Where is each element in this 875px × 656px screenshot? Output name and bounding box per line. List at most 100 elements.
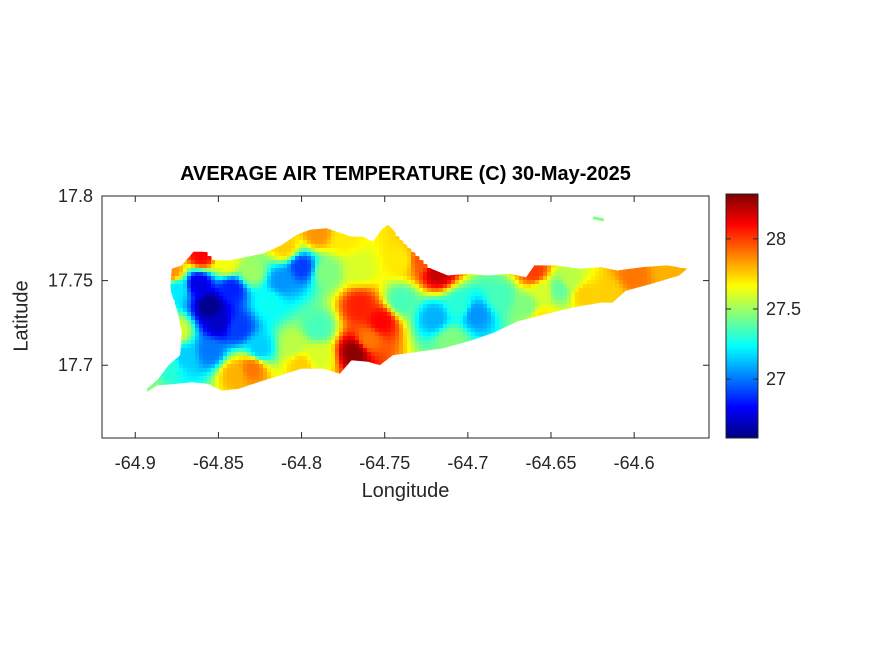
heatmap-cell [615, 272, 620, 277]
heatmap-cell [223, 288, 228, 293]
heatmap-cell [271, 292, 276, 297]
heatmap-cell [327, 292, 332, 297]
heatmap-cell [247, 300, 252, 305]
heatmap-cell [451, 316, 456, 321]
heatmap-cell [339, 256, 344, 261]
colorbar [725, 193, 759, 439]
heatmap-cell [279, 316, 284, 321]
heatmap-cell [195, 264, 200, 269]
heatmap-cell [391, 288, 396, 293]
heatmap-cell [443, 288, 448, 293]
heatmap-cell [247, 276, 252, 281]
heatmap-cell [267, 348, 272, 353]
heatmap-cell [319, 304, 324, 309]
heatmap-cell [547, 284, 552, 289]
heatmap-cell [291, 312, 296, 317]
heatmap-cell [379, 312, 384, 317]
heatmap-cell [387, 352, 392, 357]
heatmap-cell [239, 264, 244, 269]
heatmap-cell [195, 336, 200, 341]
heatmap-cell [415, 308, 420, 313]
heatmap-cell [383, 232, 388, 237]
heatmap-cell [307, 268, 312, 273]
heatmap-cell [355, 296, 360, 301]
heatmap-cell [371, 360, 376, 365]
heatmap-cell [539, 272, 544, 277]
heatmap-cell [403, 288, 408, 293]
heatmap-cell [307, 332, 312, 337]
heatmap-cell [599, 272, 604, 277]
heatmap-cell [271, 344, 276, 349]
heatmap-cell [311, 236, 316, 241]
heatmap-cell [239, 368, 244, 373]
heatmap-cell [507, 288, 512, 293]
heatmap-cell [391, 356, 396, 361]
heatmap-cell [183, 360, 188, 365]
heatmap-cell [455, 328, 460, 333]
heatmap-cell [183, 308, 188, 313]
heatmap-cell [175, 280, 180, 285]
heatmap-cell [339, 344, 344, 349]
heatmap-cell [471, 340, 476, 345]
heatmap-cell [327, 252, 332, 257]
heatmap-cell [419, 336, 424, 341]
heatmap-cell [307, 240, 312, 245]
heatmap-cell [279, 356, 284, 361]
heatmap-cell [435, 268, 440, 273]
heatmap-cell [303, 344, 308, 349]
heatmap-cell [287, 360, 292, 365]
heatmap-cell [283, 312, 288, 317]
heatmap-cell [235, 256, 240, 261]
heatmap-cell [447, 280, 452, 285]
heatmap-cell [327, 344, 332, 349]
heatmap-cell [531, 284, 536, 289]
heatmap-cell [275, 336, 280, 341]
heatmap-cell [307, 300, 312, 305]
heatmap-cell [195, 328, 200, 333]
heatmap-cell [235, 376, 240, 381]
heatmap-cell [383, 292, 388, 297]
heatmap-cell [295, 368, 300, 373]
heatmap-cell [511, 304, 516, 309]
heatmap-cell [511, 292, 516, 297]
heatmap-cell [415, 284, 420, 289]
heatmap-cell [355, 308, 360, 313]
heatmap-cell [231, 376, 236, 381]
heatmap-cell [415, 320, 420, 325]
heatmap-cell [187, 304, 192, 309]
heatmap-cell [275, 376, 280, 381]
heatmap-cell [475, 272, 480, 277]
heatmap-cell [239, 356, 244, 361]
heatmap-cell [567, 296, 572, 301]
heatmap-cell [195, 308, 200, 313]
heatmap-cell [531, 272, 536, 277]
heatmap-cell [459, 320, 464, 325]
heatmap-cell [267, 300, 272, 305]
heatmap-cell [547, 292, 552, 297]
heatmap-cell [251, 268, 256, 273]
heatmap-cell [319, 228, 324, 233]
heatmap-cell [479, 288, 484, 293]
heatmap-cell [195, 380, 200, 385]
heatmap-cell [315, 360, 320, 365]
heatmap-cell [303, 328, 308, 333]
heatmap-cell [463, 324, 468, 329]
heatmap-cell [643, 284, 648, 289]
heatmap-cell [363, 292, 368, 297]
heatmap-cell [247, 340, 252, 345]
heatmap-cell [415, 276, 420, 281]
heatmap-cell [331, 288, 336, 293]
heatmap-cell [267, 320, 272, 325]
heatmap-cell [391, 292, 396, 297]
heatmap-cell [443, 328, 448, 333]
heatmap-cell [351, 248, 356, 253]
heatmap-cell [391, 264, 396, 269]
heatmap-cell [359, 320, 364, 325]
heatmap-cell [407, 336, 412, 341]
heatmap-cell [291, 280, 296, 285]
heatmap-cell [263, 272, 268, 277]
heatmap-cell [399, 292, 404, 297]
heatmap-cell [203, 368, 208, 373]
heatmap-cell [467, 324, 472, 329]
heatmap-cell [579, 268, 584, 273]
